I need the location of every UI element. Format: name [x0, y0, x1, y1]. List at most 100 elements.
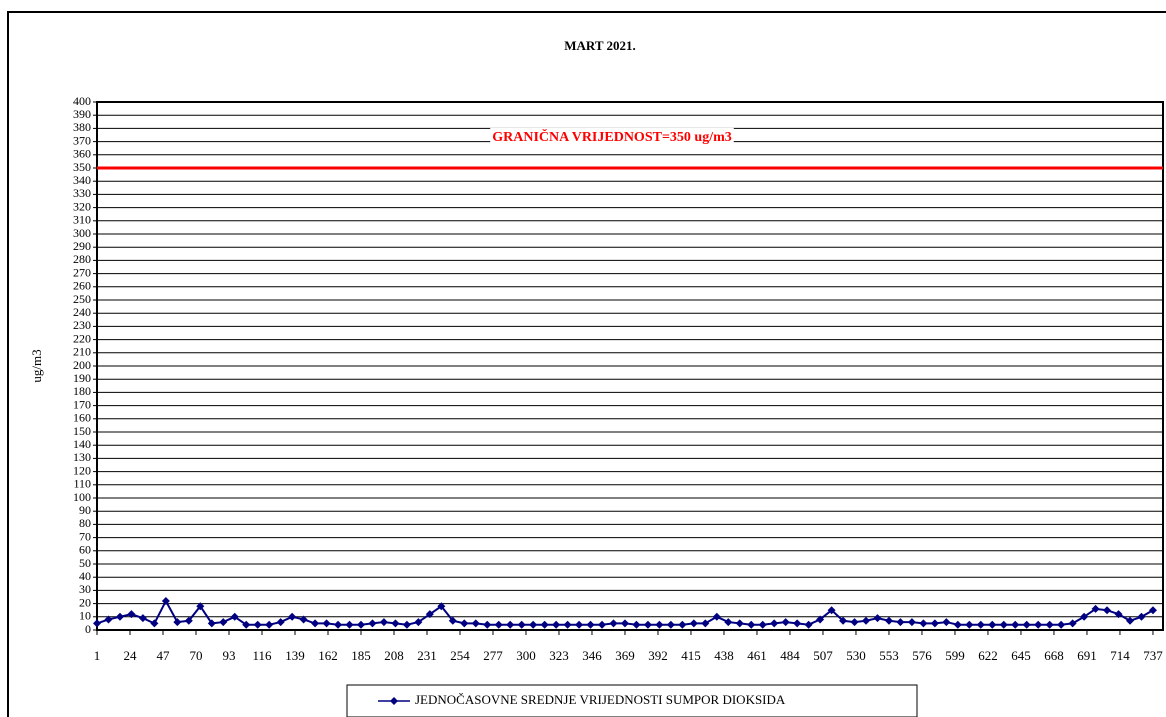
point-marker [563, 620, 572, 629]
legend-label: JEDNOČASOVNE SREDNJE VRIJEDNOSTI SUMPOR … [415, 692, 786, 707]
x-tick-label: 553 [879, 648, 899, 663]
x-tick-label: 1 [94, 648, 101, 663]
point-marker [1034, 620, 1043, 629]
point-marker [345, 620, 354, 629]
point-marker [104, 615, 113, 624]
y-tick-label: 0 [85, 622, 91, 636]
x-tick-label: 392 [648, 648, 668, 663]
point-marker [655, 620, 664, 629]
point-marker [930, 619, 939, 628]
point-marker [1068, 619, 1077, 628]
y-tick-label: 100 [73, 490, 91, 504]
x-tick-label: 254 [450, 648, 470, 663]
x-tick-label: 737 [1143, 648, 1163, 663]
point-marker [609, 619, 618, 628]
y-tick-label: 160 [73, 411, 91, 425]
x-tick-label: 438 [714, 648, 734, 663]
point-marker [529, 620, 538, 629]
x-tick-label: 714 [1110, 648, 1130, 663]
x-tick-label: 47 [156, 648, 170, 663]
point-marker [506, 620, 515, 629]
y-tick-label: 300 [73, 226, 91, 240]
point-marker [173, 618, 182, 627]
y-tick-label: 320 [73, 199, 91, 213]
point-marker [816, 615, 825, 624]
point-marker [689, 619, 698, 628]
point-marker [1114, 610, 1123, 619]
point-marker [1126, 616, 1135, 625]
point-marker [494, 620, 503, 629]
x-tick-label: 576 [912, 648, 932, 663]
y-axis-label: ug/m3 [29, 349, 44, 382]
point-marker [1057, 620, 1066, 629]
y-tick-label: 20 [79, 595, 91, 609]
y-tick-label: 250 [73, 292, 91, 306]
point-marker [701, 619, 710, 628]
point-marker [230, 612, 239, 621]
legend-marker [390, 697, 398, 705]
point-marker [896, 618, 905, 627]
y-tick-label: 110 [73, 477, 91, 491]
y-tick-label: 390 [73, 107, 91, 121]
point-marker [598, 620, 607, 629]
point-marker [115, 612, 124, 621]
y-tick-label: 60 [79, 543, 91, 557]
point-marker [586, 620, 595, 629]
y-tick-label: 150 [73, 424, 91, 438]
point-marker [265, 620, 274, 629]
point-marker [379, 618, 388, 627]
point-marker [161, 596, 170, 605]
y-tick-label: 30 [79, 582, 91, 596]
point-marker [127, 610, 136, 619]
point-marker [827, 606, 836, 615]
y-tick-label: 130 [73, 450, 91, 464]
chart-title: MART 2021. [564, 38, 636, 53]
point-marker [804, 620, 813, 629]
point-marker [793, 619, 802, 628]
point-marker [1045, 620, 1054, 629]
point-marker [620, 619, 629, 628]
point-marker [988, 620, 997, 629]
x-tick-label: 622 [978, 648, 998, 663]
y-tick-label: 290 [73, 239, 91, 253]
x-tick-label: 162 [318, 648, 338, 663]
point-marker [712, 612, 721, 621]
x-tick-label: 369 [615, 648, 635, 663]
point-marker [839, 616, 848, 625]
point-marker [747, 620, 756, 629]
y-tick-label: 10 [79, 609, 91, 623]
x-tick-label: 415 [681, 648, 701, 663]
point-marker [207, 619, 216, 628]
point-marker [1091, 604, 1100, 613]
point-marker [311, 619, 320, 628]
point-marker [414, 618, 423, 627]
point-marker [919, 619, 928, 628]
x-tick-label: 599 [945, 648, 965, 663]
x-tick-label: 530 [846, 648, 866, 663]
point-marker [425, 610, 434, 619]
point-marker [1148, 606, 1157, 615]
point-marker [632, 620, 641, 629]
point-marker [1011, 620, 1020, 629]
point-marker [471, 619, 480, 628]
point-marker [184, 616, 193, 625]
point-marker [873, 614, 882, 623]
x-tick-label: 668 [1044, 648, 1064, 663]
point-marker [1137, 612, 1146, 621]
point-marker [391, 619, 400, 628]
x-tick-label: 484 [780, 648, 800, 663]
x-tick-label: 346 [582, 648, 602, 663]
point-marker [517, 620, 526, 629]
y-tick-label: 380 [73, 120, 91, 134]
point-marker [1022, 620, 1031, 629]
point-marker [288, 612, 297, 621]
x-tick-label: 93 [222, 648, 235, 663]
point-marker [907, 618, 916, 627]
point-marker [942, 618, 951, 627]
point-marker [253, 620, 262, 629]
point-marker [953, 620, 962, 629]
y-tick-label: 310 [73, 213, 91, 227]
point-marker [552, 620, 561, 629]
point-marker [138, 614, 147, 623]
